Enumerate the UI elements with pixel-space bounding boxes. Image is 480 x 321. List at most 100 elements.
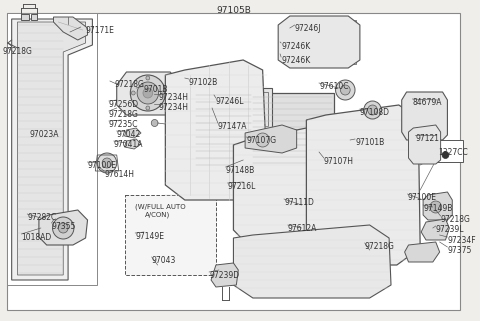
Polygon shape bbox=[17, 22, 85, 275]
Polygon shape bbox=[278, 16, 360, 68]
Polygon shape bbox=[53, 17, 87, 40]
Text: 97612A: 97612A bbox=[288, 224, 317, 233]
Polygon shape bbox=[421, 219, 449, 240]
Circle shape bbox=[52, 217, 74, 239]
Circle shape bbox=[97, 153, 117, 173]
Polygon shape bbox=[124, 139, 141, 149]
Text: A/CON): A/CON) bbox=[145, 212, 170, 219]
Text: 97042: 97042 bbox=[117, 130, 141, 139]
Polygon shape bbox=[165, 60, 267, 200]
Text: 97218G: 97218G bbox=[109, 110, 139, 119]
Circle shape bbox=[340, 85, 350, 95]
Polygon shape bbox=[211, 263, 238, 287]
Bar bbox=[280, 52, 294, 58]
Polygon shape bbox=[233, 225, 391, 298]
Text: 97107G: 97107G bbox=[246, 136, 276, 145]
Polygon shape bbox=[22, 14, 29, 20]
Bar bbox=[212, 88, 272, 130]
Text: 97234H: 97234H bbox=[158, 93, 189, 102]
Text: 97246K: 97246K bbox=[281, 42, 311, 51]
Text: 97218G: 97218G bbox=[3, 47, 33, 56]
Circle shape bbox=[151, 119, 158, 126]
Bar bbox=[53, 238, 58, 243]
Circle shape bbox=[160, 91, 164, 95]
Text: 97234H: 97234H bbox=[158, 103, 189, 112]
Circle shape bbox=[146, 76, 150, 80]
Circle shape bbox=[131, 75, 165, 111]
Bar bbox=[437, 140, 463, 162]
Text: 97148B: 97148B bbox=[226, 166, 255, 175]
Circle shape bbox=[364, 101, 381, 119]
Text: 97108D: 97108D bbox=[360, 108, 390, 117]
Text: 97102B: 97102B bbox=[189, 78, 218, 87]
Polygon shape bbox=[306, 105, 420, 265]
Bar bbox=[410, 98, 442, 134]
Text: 97101B: 97101B bbox=[355, 138, 384, 147]
Polygon shape bbox=[402, 92, 447, 140]
Circle shape bbox=[430, 201, 442, 213]
Text: 97023A: 97023A bbox=[29, 130, 59, 139]
Text: 97282C: 97282C bbox=[27, 213, 57, 222]
Text: 97614H: 97614H bbox=[104, 170, 134, 179]
Bar bbox=[61, 238, 65, 243]
Text: 97218G: 97218G bbox=[365, 242, 395, 251]
Bar bbox=[124, 195, 216, 275]
Text: 97149B: 97149B bbox=[423, 204, 453, 213]
Text: 97121: 97121 bbox=[415, 134, 439, 143]
Circle shape bbox=[137, 82, 158, 104]
Bar bbox=[69, 238, 73, 243]
Bar bbox=[292, 20, 356, 64]
Circle shape bbox=[442, 152, 449, 159]
Text: 97111D: 97111D bbox=[284, 198, 314, 207]
Text: 97171E: 97171E bbox=[85, 26, 114, 35]
Text: 97149E: 97149E bbox=[135, 232, 164, 241]
Polygon shape bbox=[405, 242, 440, 262]
Text: 97246L: 97246L bbox=[216, 97, 244, 106]
Text: 97235C: 97235C bbox=[109, 120, 138, 129]
Text: 97100E: 97100E bbox=[87, 161, 117, 170]
Text: 97043: 97043 bbox=[152, 256, 176, 265]
Bar bbox=[280, 38, 294, 44]
Polygon shape bbox=[245, 125, 297, 153]
Circle shape bbox=[102, 158, 112, 168]
Text: 97147A: 97147A bbox=[218, 122, 247, 131]
Circle shape bbox=[336, 80, 355, 100]
Text: 97246J: 97246J bbox=[295, 24, 321, 33]
Text: 9701B: 9701B bbox=[144, 85, 168, 94]
Polygon shape bbox=[408, 125, 441, 164]
Polygon shape bbox=[233, 125, 348, 248]
Text: 97107H: 97107H bbox=[324, 157, 354, 166]
Polygon shape bbox=[117, 72, 180, 115]
Polygon shape bbox=[124, 128, 141, 138]
Text: 97041A: 97041A bbox=[114, 140, 144, 149]
Circle shape bbox=[132, 91, 135, 95]
Text: 97239D: 97239D bbox=[209, 271, 239, 280]
Polygon shape bbox=[39, 210, 87, 245]
Bar bbox=[216, 92, 268, 126]
Text: 97375: 97375 bbox=[447, 246, 472, 255]
Polygon shape bbox=[423, 192, 452, 220]
Text: 97218G: 97218G bbox=[441, 215, 470, 224]
Bar bbox=[7, 13, 97, 285]
Text: 97246K: 97246K bbox=[281, 56, 311, 65]
Text: 1018AD: 1018AD bbox=[22, 233, 52, 242]
Bar bbox=[251, 93, 334, 168]
Circle shape bbox=[59, 223, 68, 233]
Text: (W/FULL AUTO: (W/FULL AUTO bbox=[135, 203, 186, 210]
Circle shape bbox=[256, 133, 269, 147]
Text: 84679A: 84679A bbox=[412, 98, 442, 107]
Bar bbox=[194, 90, 253, 170]
Text: 97216L: 97216L bbox=[228, 182, 256, 191]
Circle shape bbox=[368, 105, 377, 115]
Text: 97610C: 97610C bbox=[319, 82, 348, 91]
Text: 97105B: 97105B bbox=[216, 6, 251, 15]
Text: 97256D: 97256D bbox=[109, 100, 139, 109]
Circle shape bbox=[146, 106, 150, 110]
Text: 97355: 97355 bbox=[51, 222, 76, 231]
Polygon shape bbox=[31, 14, 37, 20]
Polygon shape bbox=[12, 19, 93, 280]
Text: 97100E: 97100E bbox=[408, 193, 436, 202]
Text: 97239L: 97239L bbox=[436, 225, 464, 234]
Text: 1327CC: 1327CC bbox=[439, 148, 468, 157]
Circle shape bbox=[143, 88, 153, 98]
